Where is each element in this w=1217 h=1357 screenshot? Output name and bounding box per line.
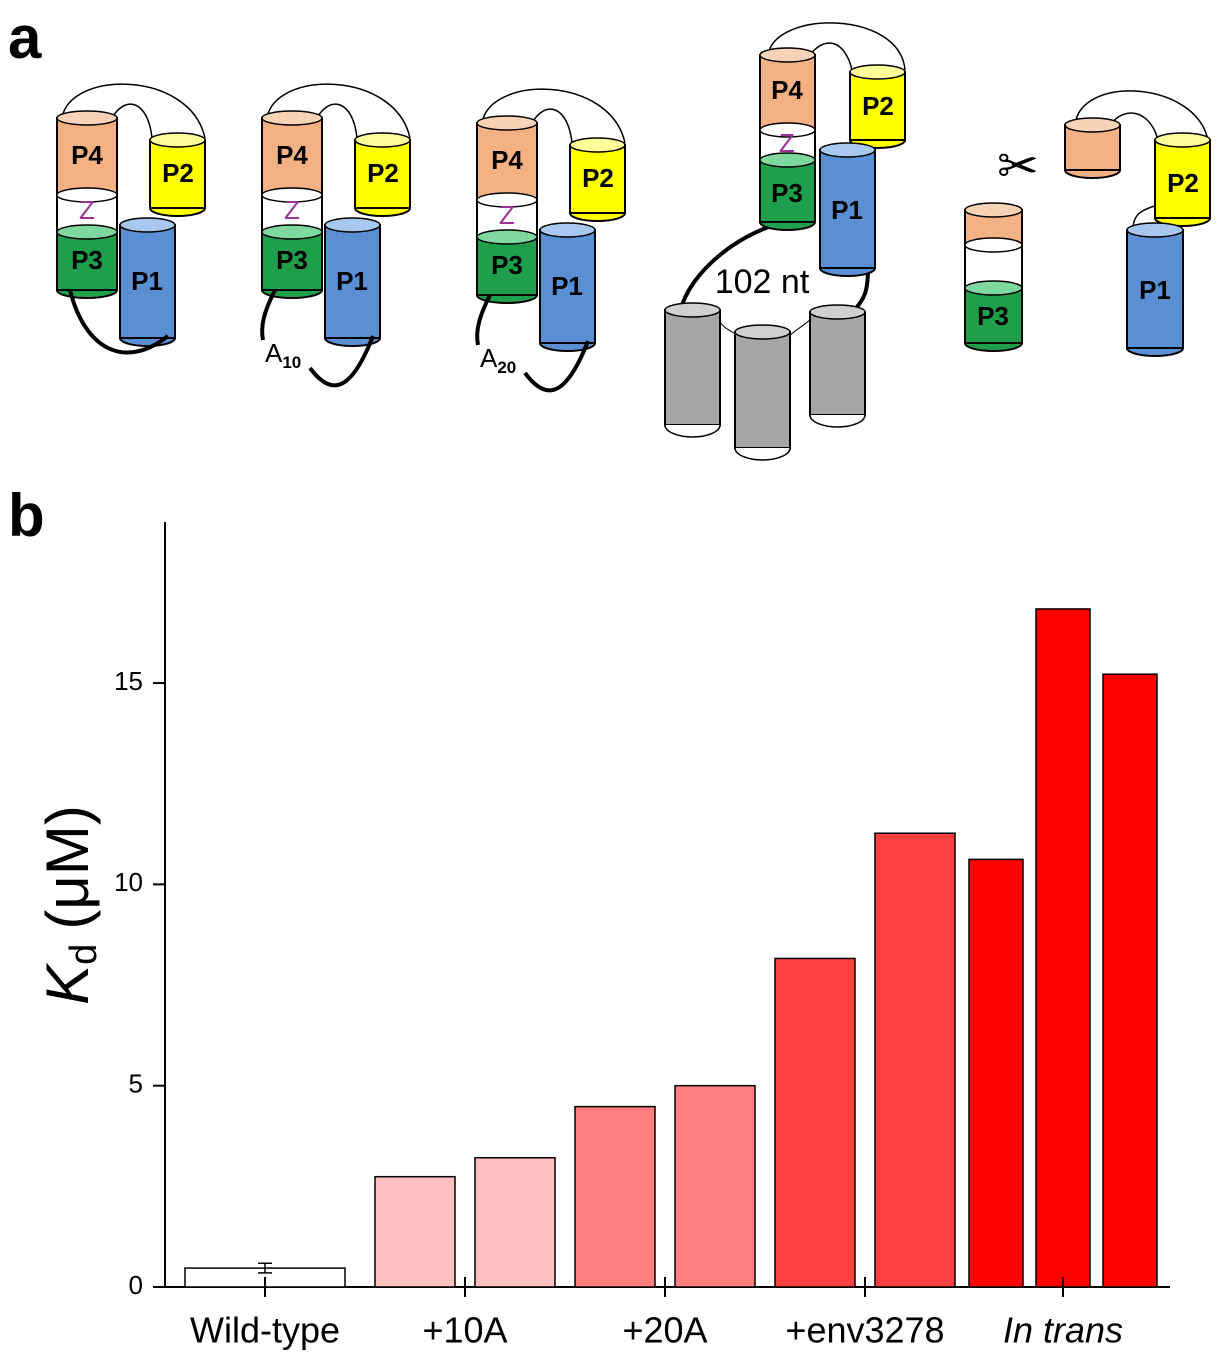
linker-text: A	[480, 343, 498, 373]
bar	[1036, 609, 1090, 1287]
y-label-unit: (μM)	[34, 805, 101, 930]
helix-label: P4	[71, 140, 103, 170]
helix-label: P4	[276, 140, 308, 170]
insert-label: 102 nt	[715, 263, 810, 301]
cylinder-top	[1155, 133, 1210, 147]
linker-label: A20	[480, 343, 516, 378]
cylinder-top	[540, 223, 595, 237]
linker-text: A	[265, 338, 283, 368]
helix-label: Z	[284, 195, 300, 225]
bar	[875, 833, 955, 1287]
cylinder-cap	[665, 425, 720, 437]
helix-label: P2	[862, 91, 894, 121]
helix-label: Z	[499, 200, 515, 230]
cylinder-base	[1127, 348, 1183, 356]
cylinder-body	[665, 310, 720, 425]
cylinder-base	[1065, 170, 1120, 178]
cylinder-base	[965, 343, 1022, 351]
cylinder-top	[1065, 118, 1120, 132]
linker-label: A10	[265, 338, 301, 373]
helix-label: P4	[491, 145, 523, 175]
cylinder-top	[57, 225, 117, 239]
y-tick-label: 5	[129, 1069, 143, 1099]
helix-label: Z	[779, 128, 795, 158]
bar	[969, 859, 1023, 1287]
cylinder-top	[1127, 223, 1183, 237]
cylinder-cap	[810, 415, 865, 427]
cylinder-body	[735, 332, 790, 448]
panel-label: a	[8, 4, 42, 71]
scissors: ✂	[997, 138, 1039, 194]
y-tick-label: 10	[114, 867, 143, 897]
loop	[810, 43, 852, 70]
y-label-symbol: K	[34, 962, 101, 1005]
cylinder-body	[810, 312, 865, 415]
helix-label: P4	[771, 75, 803, 105]
helix-label: Z	[79, 195, 95, 225]
loop	[477, 295, 490, 345]
y-axis-label: Kd (μM)	[34, 805, 105, 1005]
helix-label: P1	[551, 271, 583, 301]
y-tick-label: 15	[114, 666, 143, 696]
helix-label: P3	[276, 245, 308, 275]
cylinder-top	[262, 225, 322, 239]
helix-label: P3	[977, 301, 1009, 331]
helix-label: P2	[162, 158, 194, 188]
chart: 0 5 10 15 Kd (μM) Wild-type +10A +20A +env3278 In …	[34, 522, 1170, 1351]
diagram: P4ZP3P2P1P4ZP3P2P1A10P4ZP3P2P1A20P4ZP3P2…	[57, 23, 1210, 460]
bar	[475, 1158, 555, 1287]
helix-label: P1	[131, 266, 163, 296]
linker-subscript: 20	[497, 358, 516, 377]
helix-label: P3	[771, 178, 803, 208]
cylinder-top	[820, 143, 875, 157]
cylinder-top	[325, 218, 380, 232]
cylinder-top	[477, 230, 537, 244]
bar	[1103, 674, 1157, 1287]
x-tick-label: In trans	[1003, 1310, 1123, 1351]
helix-label: P3	[71, 245, 103, 275]
panel-label: b	[8, 482, 45, 549]
cylinder-top	[477, 116, 537, 130]
figure: a b P4ZP3P2P1P4ZP3P2P1A10P4ZP3P2P1A20P4Z…	[0, 0, 1217, 1357]
cylinder-top	[735, 325, 790, 339]
cylinder-top	[965, 238, 1022, 252]
y-label-subscript: d	[63, 944, 105, 965]
bar	[375, 1177, 455, 1287]
cylinder-top	[57, 111, 117, 125]
cylinder-top	[355, 133, 410, 147]
helix-label: P2	[582, 163, 614, 193]
cylinder-top	[965, 281, 1022, 295]
bar	[575, 1107, 655, 1287]
x-tick-label: +10A	[422, 1310, 507, 1351]
helix-label: P2	[1167, 168, 1199, 198]
bar	[775, 958, 855, 1287]
helix-label: P3	[491, 250, 523, 280]
cylinder-top	[150, 133, 205, 147]
cylinder-top	[262, 111, 322, 125]
x-tick-label: Wild-type	[190, 1310, 340, 1351]
bar	[675, 1086, 755, 1287]
cylinder-base	[355, 208, 410, 216]
cylinder-base	[150, 208, 205, 216]
x-tick-label: +20A	[622, 1310, 707, 1351]
cylinder-top	[570, 138, 625, 152]
cylinder-top	[665, 303, 720, 317]
helix-label: P2	[367, 158, 399, 188]
helix-label: P1	[831, 195, 863, 225]
cylinder-top	[760, 48, 815, 62]
cylinder-top	[810, 305, 865, 319]
loop	[262, 290, 275, 340]
cylinder-base	[57, 290, 117, 298]
cylinder-top	[120, 218, 175, 232]
cylinder-top	[850, 65, 905, 79]
y-tick-label: 0	[129, 1270, 143, 1300]
x-tick-label: +env3278	[785, 1310, 944, 1351]
linker-subscript: 10	[282, 353, 301, 372]
cylinder-cap	[735, 448, 790, 460]
cylinder-top	[965, 203, 1022, 217]
helix-label: P1	[1139, 275, 1171, 305]
cylinder-base	[570, 213, 625, 221]
helix-label: P1	[336, 266, 368, 296]
